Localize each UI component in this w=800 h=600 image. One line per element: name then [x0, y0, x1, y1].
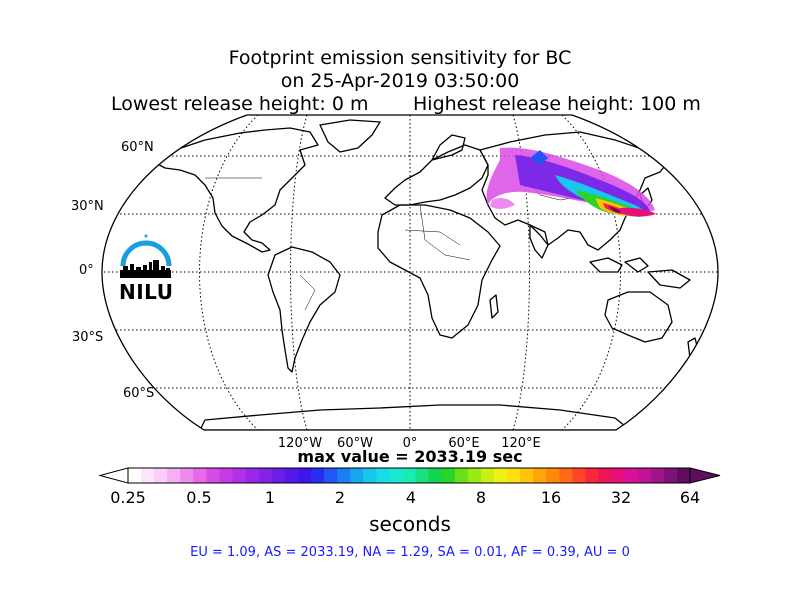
colorbar-segment: [415, 468, 430, 483]
colorbar-outline: [127, 467, 691, 484]
colorbar-tick-label: 64: [679, 488, 701, 507]
colorbar-tick-label: 32: [610, 488, 632, 507]
colorbar-tick-label: 16: [540, 488, 562, 507]
colorbar-segment: [363, 468, 377, 483]
lat-label-30s: 30°S: [72, 330, 104, 345]
colorbar-segment: [167, 468, 181, 483]
colorbar-segment: [467, 468, 482, 483]
colorbar-segment: [350, 468, 364, 483]
footprint-plume: [486, 147, 656, 217]
colorbar-segment: [663, 468, 678, 483]
colorbar-segment: [258, 468, 273, 483]
lowest-release-height: Lowest release height: 0 m: [111, 93, 369, 115]
colorbar-segment: [193, 468, 207, 483]
colorbar-segment: [585, 468, 600, 483]
colorbar-segment: [637, 468, 652, 483]
lat-label-0: 0°: [79, 263, 94, 278]
lon-label-0: 0°: [402, 436, 418, 451]
colorbar-segment: [376, 468, 390, 483]
colorbar-segment: [611, 468, 626, 483]
colorbar-segment: [559, 468, 573, 483]
colorbar-min-extension: [98, 467, 129, 484]
nilu-logo-icon: [120, 234, 172, 278]
colorbar-tick-label: 4: [405, 488, 417, 507]
colorbar-segment: [598, 468, 613, 483]
colorbar-segment: [454, 468, 469, 483]
colorbar-segment: [546, 468, 560, 483]
lat-label-60n: 60°N: [121, 140, 154, 155]
colorbar-segment: [232, 468, 247, 483]
lat-label-60s: 60°S: [123, 386, 155, 401]
highest-release-height: Highest release height: 100 m: [413, 93, 701, 115]
max-value-label: max value = 2033.19 sec: [297, 447, 523, 466]
lon-label-60e: 60°E: [448, 436, 480, 451]
colorbar-tick-label: 8: [475, 488, 487, 507]
colorbar-segment: [141, 468, 155, 483]
colorbar-segment: [310, 468, 325, 483]
colorbar-segment: [271, 468, 286, 483]
colorbar-segment: [441, 468, 456, 483]
colorbar-label: seconds: [369, 512, 451, 536]
colorbar-max-extension: [689, 467, 721, 484]
map-title-line1: Footprint emission sensitivity for BC: [228, 47, 572, 69]
lon-label-60w: 60°W: [337, 436, 373, 451]
colorbar-segment: [245, 468, 260, 483]
coastlines: [149, 119, 699, 430]
map-content: [102, 115, 718, 430]
colorbar-tick-label: 0.25: [110, 488, 146, 507]
colorbar-segment: [493, 468, 508, 483]
nilu-logo-text: NILU: [119, 280, 174, 304]
colorbar-segment: [337, 468, 351, 483]
colorbar-segment: [402, 468, 417, 483]
map-border: [101, 114, 719, 431]
colorbar-segment: [206, 468, 220, 483]
lon-label-120e: 120°E: [501, 436, 541, 451]
colorbar-segment: [507, 468, 521, 483]
colorbar-segment: [676, 468, 691, 483]
colorbar-segment: [572, 468, 586, 483]
colorbar-segment: [128, 468, 142, 483]
colorbar-segment: [284, 468, 299, 483]
colorbar-segment: [219, 468, 234, 483]
lon-label-120w: 120°W: [277, 436, 323, 451]
colorbar-segment: [624, 468, 639, 483]
map-title-line2: on 25-Apr-2019 03:50:00: [280, 70, 520, 92]
colorbar-segment: [480, 468, 495, 483]
colorbar-segment: [428, 468, 443, 483]
colorbar-segment: [154, 468, 168, 483]
region-statistics: EU = 1.09, AS = 2033.19, NA = 1.29, SA =…: [190, 545, 630, 560]
colorbar-segment: [650, 468, 665, 483]
colorbar-segment: [533, 468, 547, 483]
colorbar-segment: [297, 468, 312, 483]
colorbar-segment: [389, 468, 403, 483]
colorbar-segment: [324, 468, 338, 483]
colorbar-tick-label: 0.5: [186, 488, 212, 507]
colorbar: [98, 467, 721, 484]
colorbar-segment: [180, 468, 194, 483]
colorbar-tick-label: 1: [264, 488, 276, 507]
lat-label-30n: 30°N: [71, 199, 104, 214]
colorbar-tick-label: 2: [334, 488, 346, 507]
colorbar-segment: [520, 468, 534, 483]
